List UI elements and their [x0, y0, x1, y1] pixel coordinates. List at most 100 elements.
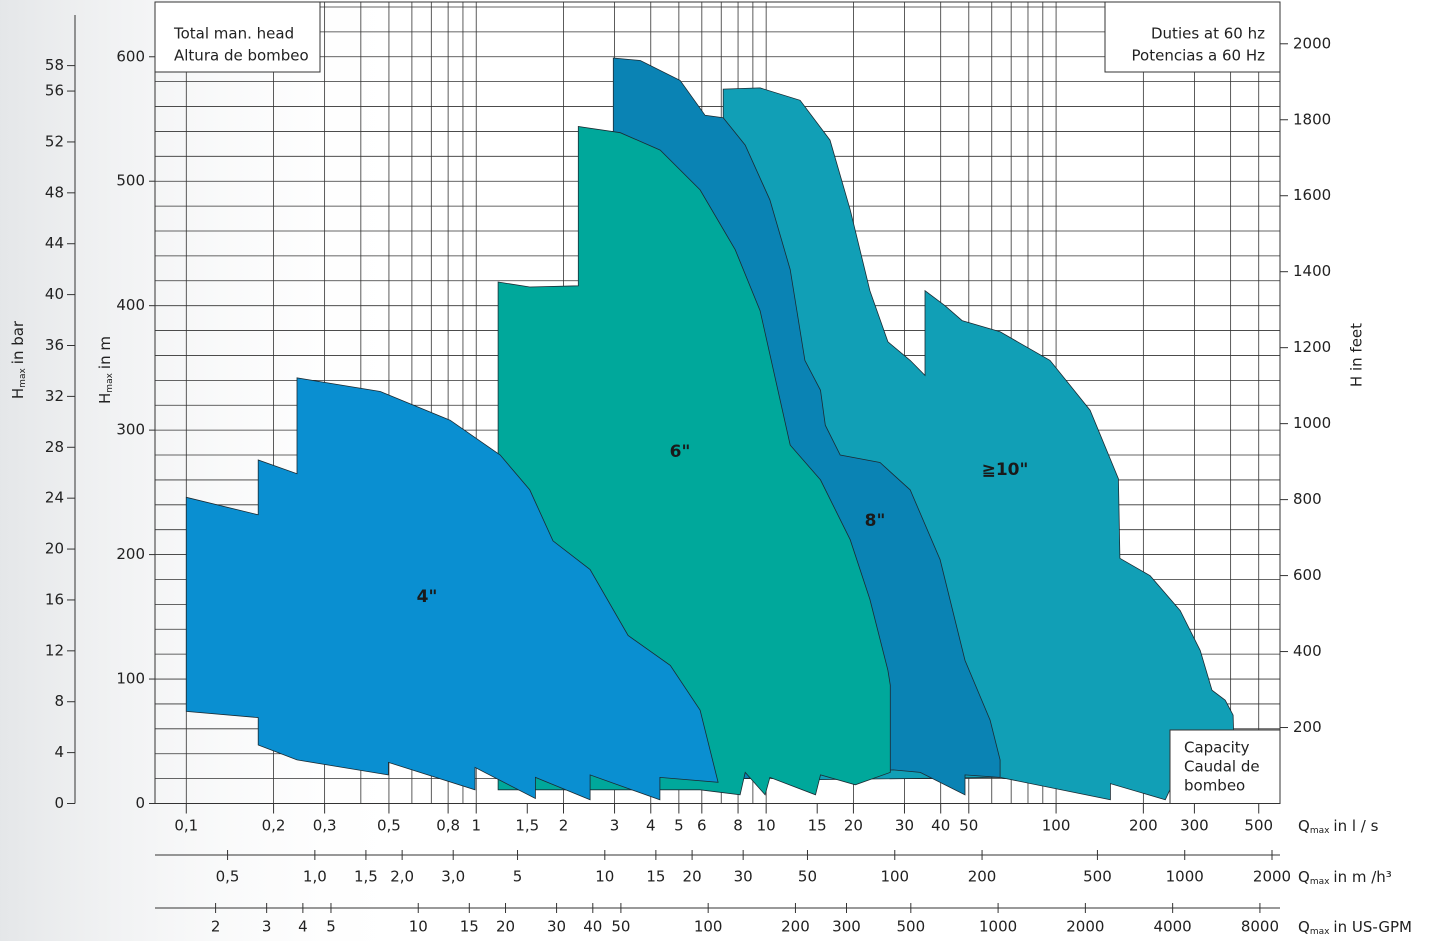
region-label: 4" — [417, 587, 438, 607]
y-tick-label: 20 — [45, 540, 64, 558]
x-tick-label: 8000 — [1241, 918, 1279, 936]
axis-label-sub: max — [1310, 877, 1330, 887]
x-tick-label: 200 — [1129, 817, 1158, 835]
y-tick-label: 0 — [54, 794, 64, 812]
x-tick-label: 20 — [496, 918, 515, 936]
x-tick-label: 2000 — [1253, 868, 1291, 886]
note-line: Capacity — [1184, 739, 1250, 757]
x-tick-label: 10 — [595, 868, 614, 886]
chart: ≧10"8"6"4" 0,10,20,30,50,811,52345681015… — [0, 0, 1441, 941]
x-tick-label: 500 — [1244, 817, 1273, 835]
y-tick-label: 300 — [116, 421, 145, 439]
x-tick-label: 40 — [583, 918, 602, 936]
x-tick-label: 2 — [211, 918, 221, 936]
x-tick-label: 300 — [832, 918, 861, 936]
x-tick-label: 15 — [808, 817, 827, 835]
x-tick-label: 200 — [781, 918, 810, 936]
x-tick-label: 30 — [734, 868, 753, 886]
x-tick-label: 1,5 — [515, 817, 539, 835]
y-tick-label: 800 — [1293, 490, 1322, 508]
y-tick-label: 400 — [116, 296, 145, 314]
y-tick-label: 4 — [54, 743, 64, 761]
y-tick-label: 2000 — [1293, 34, 1331, 52]
axis-label-sub: max — [1310, 826, 1330, 836]
page: Pump duty chart html, body { margin: 0; … — [0, 0, 1441, 941]
axis-label-main: H — [9, 388, 27, 399]
axis-label-rest: in l / s — [1333, 817, 1378, 835]
x-tick-label: 1000 — [979, 918, 1017, 936]
x-tick-label: 0,5 — [377, 817, 401, 835]
x-tick-label: 2,0 — [390, 868, 414, 886]
x-tick-label: 50 — [959, 817, 978, 835]
x-tick-label: 5 — [674, 817, 684, 835]
y-tick-label: 48 — [45, 183, 64, 201]
x-tick-label: 500 — [896, 918, 925, 936]
y-tick-label: 44 — [45, 234, 64, 252]
axis-label-rest: in m — [96, 336, 114, 369]
x-tick-label: 40 — [931, 817, 950, 835]
title-box-right: Duties at 60 hz Potencias a 60 Hz — [1105, 2, 1280, 72]
x-tick-label: 3,0 — [441, 868, 465, 886]
x-tick-label: 0,3 — [313, 817, 337, 835]
x-tick-label: 0,1 — [174, 817, 198, 835]
y-tick-label: 24 — [45, 489, 64, 507]
x-tick-label: 6 — [697, 817, 707, 835]
note-line: bombeo — [1184, 777, 1245, 795]
axis-label-rest: in bar — [9, 320, 27, 364]
x-tick-label: 0,8 — [436, 817, 460, 835]
x-tick-label: 100 — [880, 868, 909, 886]
y-tick-label: 56 — [45, 82, 64, 100]
y-tick-label: 1600 — [1293, 186, 1331, 204]
x-tick-label: 1 — [471, 817, 481, 835]
title-line: Potencias a 60 Hz — [1132, 47, 1266, 65]
y2-axis-label: H in feet — [1348, 323, 1366, 387]
y-tick-label: 600 — [1293, 566, 1322, 584]
x-tick-label: 30 — [895, 817, 914, 835]
y-tick-label: 1800 — [1293, 110, 1331, 128]
x-tick-label: 2 — [559, 817, 569, 835]
note-box: Capacity Caudal de bombeo — [1170, 730, 1280, 804]
y-tick-label: 400 — [1293, 642, 1322, 660]
x-tick-label: 3 — [262, 918, 272, 936]
x-tick-label: 10 — [757, 817, 776, 835]
axis-label-main: Q — [1298, 868, 1310, 886]
y-tick-label: 16 — [45, 590, 64, 608]
y-tick-label: 200 — [116, 545, 145, 563]
y-tick-label: 500 — [116, 172, 145, 190]
region-label: 8" — [865, 511, 886, 531]
x-tick-label: 2000 — [1066, 918, 1104, 936]
axis-label-sub: max — [18, 368, 28, 388]
axis-label-sub: max — [1310, 927, 1330, 937]
x-tick-label: 50 — [611, 918, 630, 936]
y-tick-label: 28 — [45, 438, 64, 456]
x-tick-label: 4 — [646, 817, 656, 835]
x-tick-label: 500 — [1083, 868, 1112, 886]
x-tick-label: 4000 — [1154, 918, 1192, 936]
title-box-left: Total man. head Altura de bombeo — [155, 2, 320, 72]
x-tick-label: 20 — [844, 817, 863, 835]
y-tick-label: 58 — [45, 56, 64, 74]
axis-label-rest: in m /h³ — [1333, 868, 1391, 886]
x-tick-label: 50 — [798, 868, 817, 886]
x-tick-label: 100 — [1042, 817, 1071, 835]
region-label: 6" — [670, 442, 691, 462]
y-tick-label: 12 — [45, 641, 64, 659]
x-tick-label: 200 — [968, 868, 997, 886]
y-tick-label: 1400 — [1293, 262, 1331, 280]
axis-label-main: Q — [1298, 817, 1310, 835]
y-tick-label: 36 — [45, 336, 64, 354]
y-axis-label: Hmaxin m — [96, 336, 115, 404]
region-label: ≧10" — [982, 460, 1029, 480]
x-tick-label: 1,5 — [354, 868, 378, 886]
x-tick-label: 0,5 — [216, 868, 240, 886]
y-tick-label: 1200 — [1293, 338, 1331, 356]
y-tick-label: 600 — [116, 47, 145, 65]
x-tick-label: 4 — [298, 918, 308, 936]
y-tick-label: 200 — [1293, 718, 1322, 736]
x-tick-label: 10 — [409, 918, 428, 936]
y-tick-label: 40 — [45, 285, 64, 303]
axis-label-rest: in US-GPM — [1333, 918, 1412, 936]
